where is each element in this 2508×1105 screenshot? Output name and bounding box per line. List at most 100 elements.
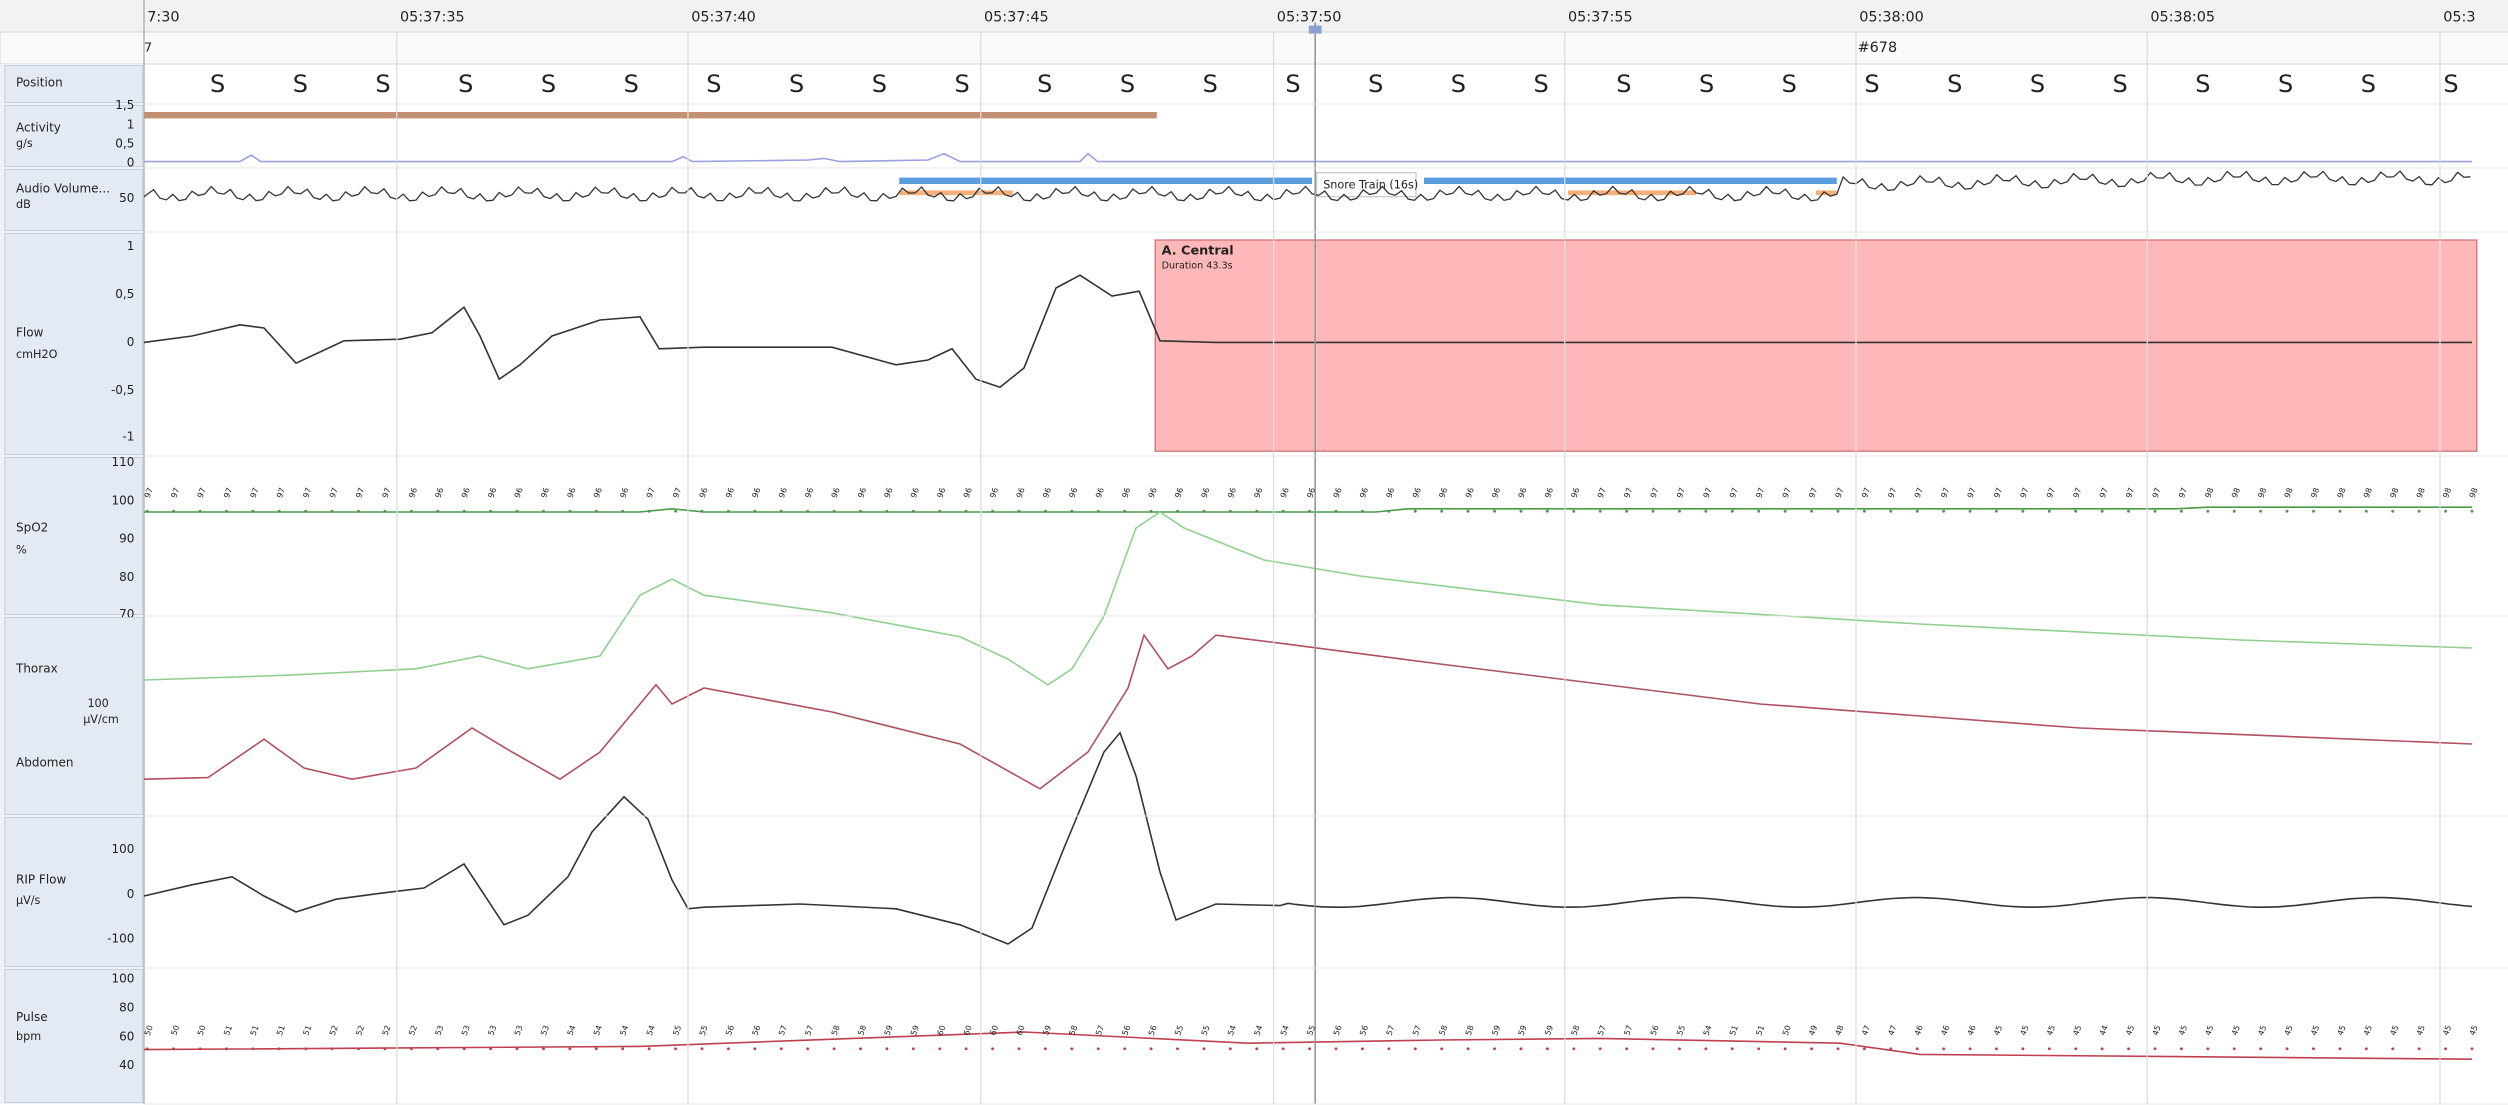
reading-dot <box>832 509 836 513</box>
reading-label: 96 <box>1543 486 1555 499</box>
reading-dot <box>462 509 466 513</box>
reading-dot <box>1572 1047 1576 1051</box>
apnea-event[interactable] <box>1154 239 2478 452</box>
reading-label: 56 <box>1358 1024 1370 1037</box>
reading-label: 45 <box>2441 1024 2453 1037</box>
reading-label: 58 <box>1464 1024 1476 1037</box>
reading-label: 44 <box>2098 1024 2110 1037</box>
reading-dot <box>2127 509 2131 513</box>
reading-label: 56 <box>1147 1024 1159 1037</box>
reading-label: 58 <box>856 1024 868 1037</box>
position-marker: S <box>458 70 473 98</box>
reading-dot <box>1625 1047 1629 1051</box>
reading-label: 45 <box>2468 1024 2480 1037</box>
reading-label: 97 <box>1702 486 1714 499</box>
tick-label: 80 <box>119 570 134 584</box>
time-label: 05:37:40 <box>691 10 756 26</box>
snore-bar[interactable] <box>899 177 1312 184</box>
reading-label: 97 <box>1596 486 1608 499</box>
reading-dot <box>2021 509 2025 513</box>
reading-dot <box>779 1047 783 1051</box>
reading-dot <box>832 1047 836 1051</box>
reading-dot <box>2153 1047 2157 1051</box>
reading-dot <box>726 1047 730 1051</box>
position-marker: S <box>1534 70 1549 98</box>
tick-label: 1,5 <box>115 98 134 112</box>
reading-label: 97 <box>1887 486 1899 499</box>
reading-dot <box>145 1047 149 1051</box>
reading-label: 97 <box>301 486 313 499</box>
reading-label: 54 <box>1702 1024 1714 1037</box>
reading-label: 51 <box>222 1024 234 1037</box>
reading-dot <box>304 509 308 513</box>
reading-dot <box>1413 1047 1417 1051</box>
reading-label: 97 <box>671 486 683 499</box>
channel-label: Abdomen <box>16 756 73 770</box>
reading-dot <box>991 1047 995 1051</box>
reading-label: 96 <box>513 486 525 499</box>
reading-dot <box>1387 509 1391 513</box>
reading-dot <box>1862 1047 1866 1051</box>
reading-label: 96 <box>856 486 868 499</box>
reading-dot <box>674 1047 678 1051</box>
channel-unit: µV/s <box>16 894 41 907</box>
channel-scale: 100 <box>87 697 108 710</box>
reading-dot <box>2391 509 2395 513</box>
reading-dot <box>1942 1047 1946 1051</box>
reading-label: 96 <box>1411 486 1423 499</box>
reading-label: 96 <box>1464 486 1476 499</box>
channel-box <box>4 233 143 455</box>
tick-label: 0,5 <box>115 137 134 151</box>
reading-label: 97 <box>1728 486 1740 499</box>
reading-dot <box>1730 509 1734 513</box>
reading-dot <box>753 1047 757 1051</box>
reading-dot <box>594 509 598 513</box>
reading-label: 47 <box>1887 1024 1899 1037</box>
reading-dot <box>2074 509 2078 513</box>
reading-dot <box>2391 1047 2395 1051</box>
time-label: 05:37:35 <box>400 10 465 26</box>
reading-dot <box>1995 1047 1998 1051</box>
reading-dot <box>2259 509 2263 513</box>
reading-label: 96 <box>592 486 604 499</box>
reading-label: 45 <box>2204 1024 2216 1037</box>
reading-label: 97 <box>1860 486 1872 499</box>
reading-label: 56 <box>751 1024 763 1037</box>
reading-dot <box>2444 509 2448 513</box>
reading-dot <box>2206 1047 2210 1051</box>
reading-dot <box>2470 509 2474 513</box>
reading-dot <box>1730 1047 1734 1051</box>
reading-dot <box>2338 509 2342 513</box>
reading-label: 55 <box>671 1024 683 1037</box>
cursor-handle[interactable] <box>1308 25 1322 34</box>
reading-dot <box>542 1047 545 1051</box>
reading-label: 55 <box>698 1024 710 1037</box>
reading-label: 55 <box>1200 1024 1212 1037</box>
reading-label: 53 <box>513 1024 525 1037</box>
snore-bar[interactable] <box>1424 177 1837 184</box>
reading-dot <box>1493 509 1496 513</box>
reading-dot <box>2259 1047 2263 1051</box>
tick-label: 0,5 <box>115 287 134 301</box>
reading-dot <box>277 1047 281 1051</box>
tick-label: -1 <box>122 429 134 443</box>
position-marker: S <box>375 70 390 98</box>
snore-label: Snore Train (16s) <box>1323 179 1418 192</box>
position-marker: S <box>789 70 804 98</box>
reading-label: 51 <box>301 1024 313 1037</box>
tick-label: 50 <box>119 191 134 205</box>
reading-label: 52 <box>407 1024 419 1037</box>
reading-dot <box>436 509 440 513</box>
position-marker: S <box>293 70 308 98</box>
reading-label: 52 <box>354 1024 366 1037</box>
reading-label: 96 <box>1517 486 1529 499</box>
reading-label: 56 <box>1120 1024 1132 1037</box>
reading-label: 97 <box>1966 486 1978 499</box>
reading-label: 56 <box>724 1024 736 1037</box>
reading-label: 57 <box>1385 1024 1397 1037</box>
position-marker: S <box>1120 70 1135 98</box>
reading-label: 97 <box>381 486 393 499</box>
reading-label: 96 <box>1200 486 1212 499</box>
reading-label: 96 <box>936 486 948 499</box>
reading-label: 96 <box>883 486 895 499</box>
